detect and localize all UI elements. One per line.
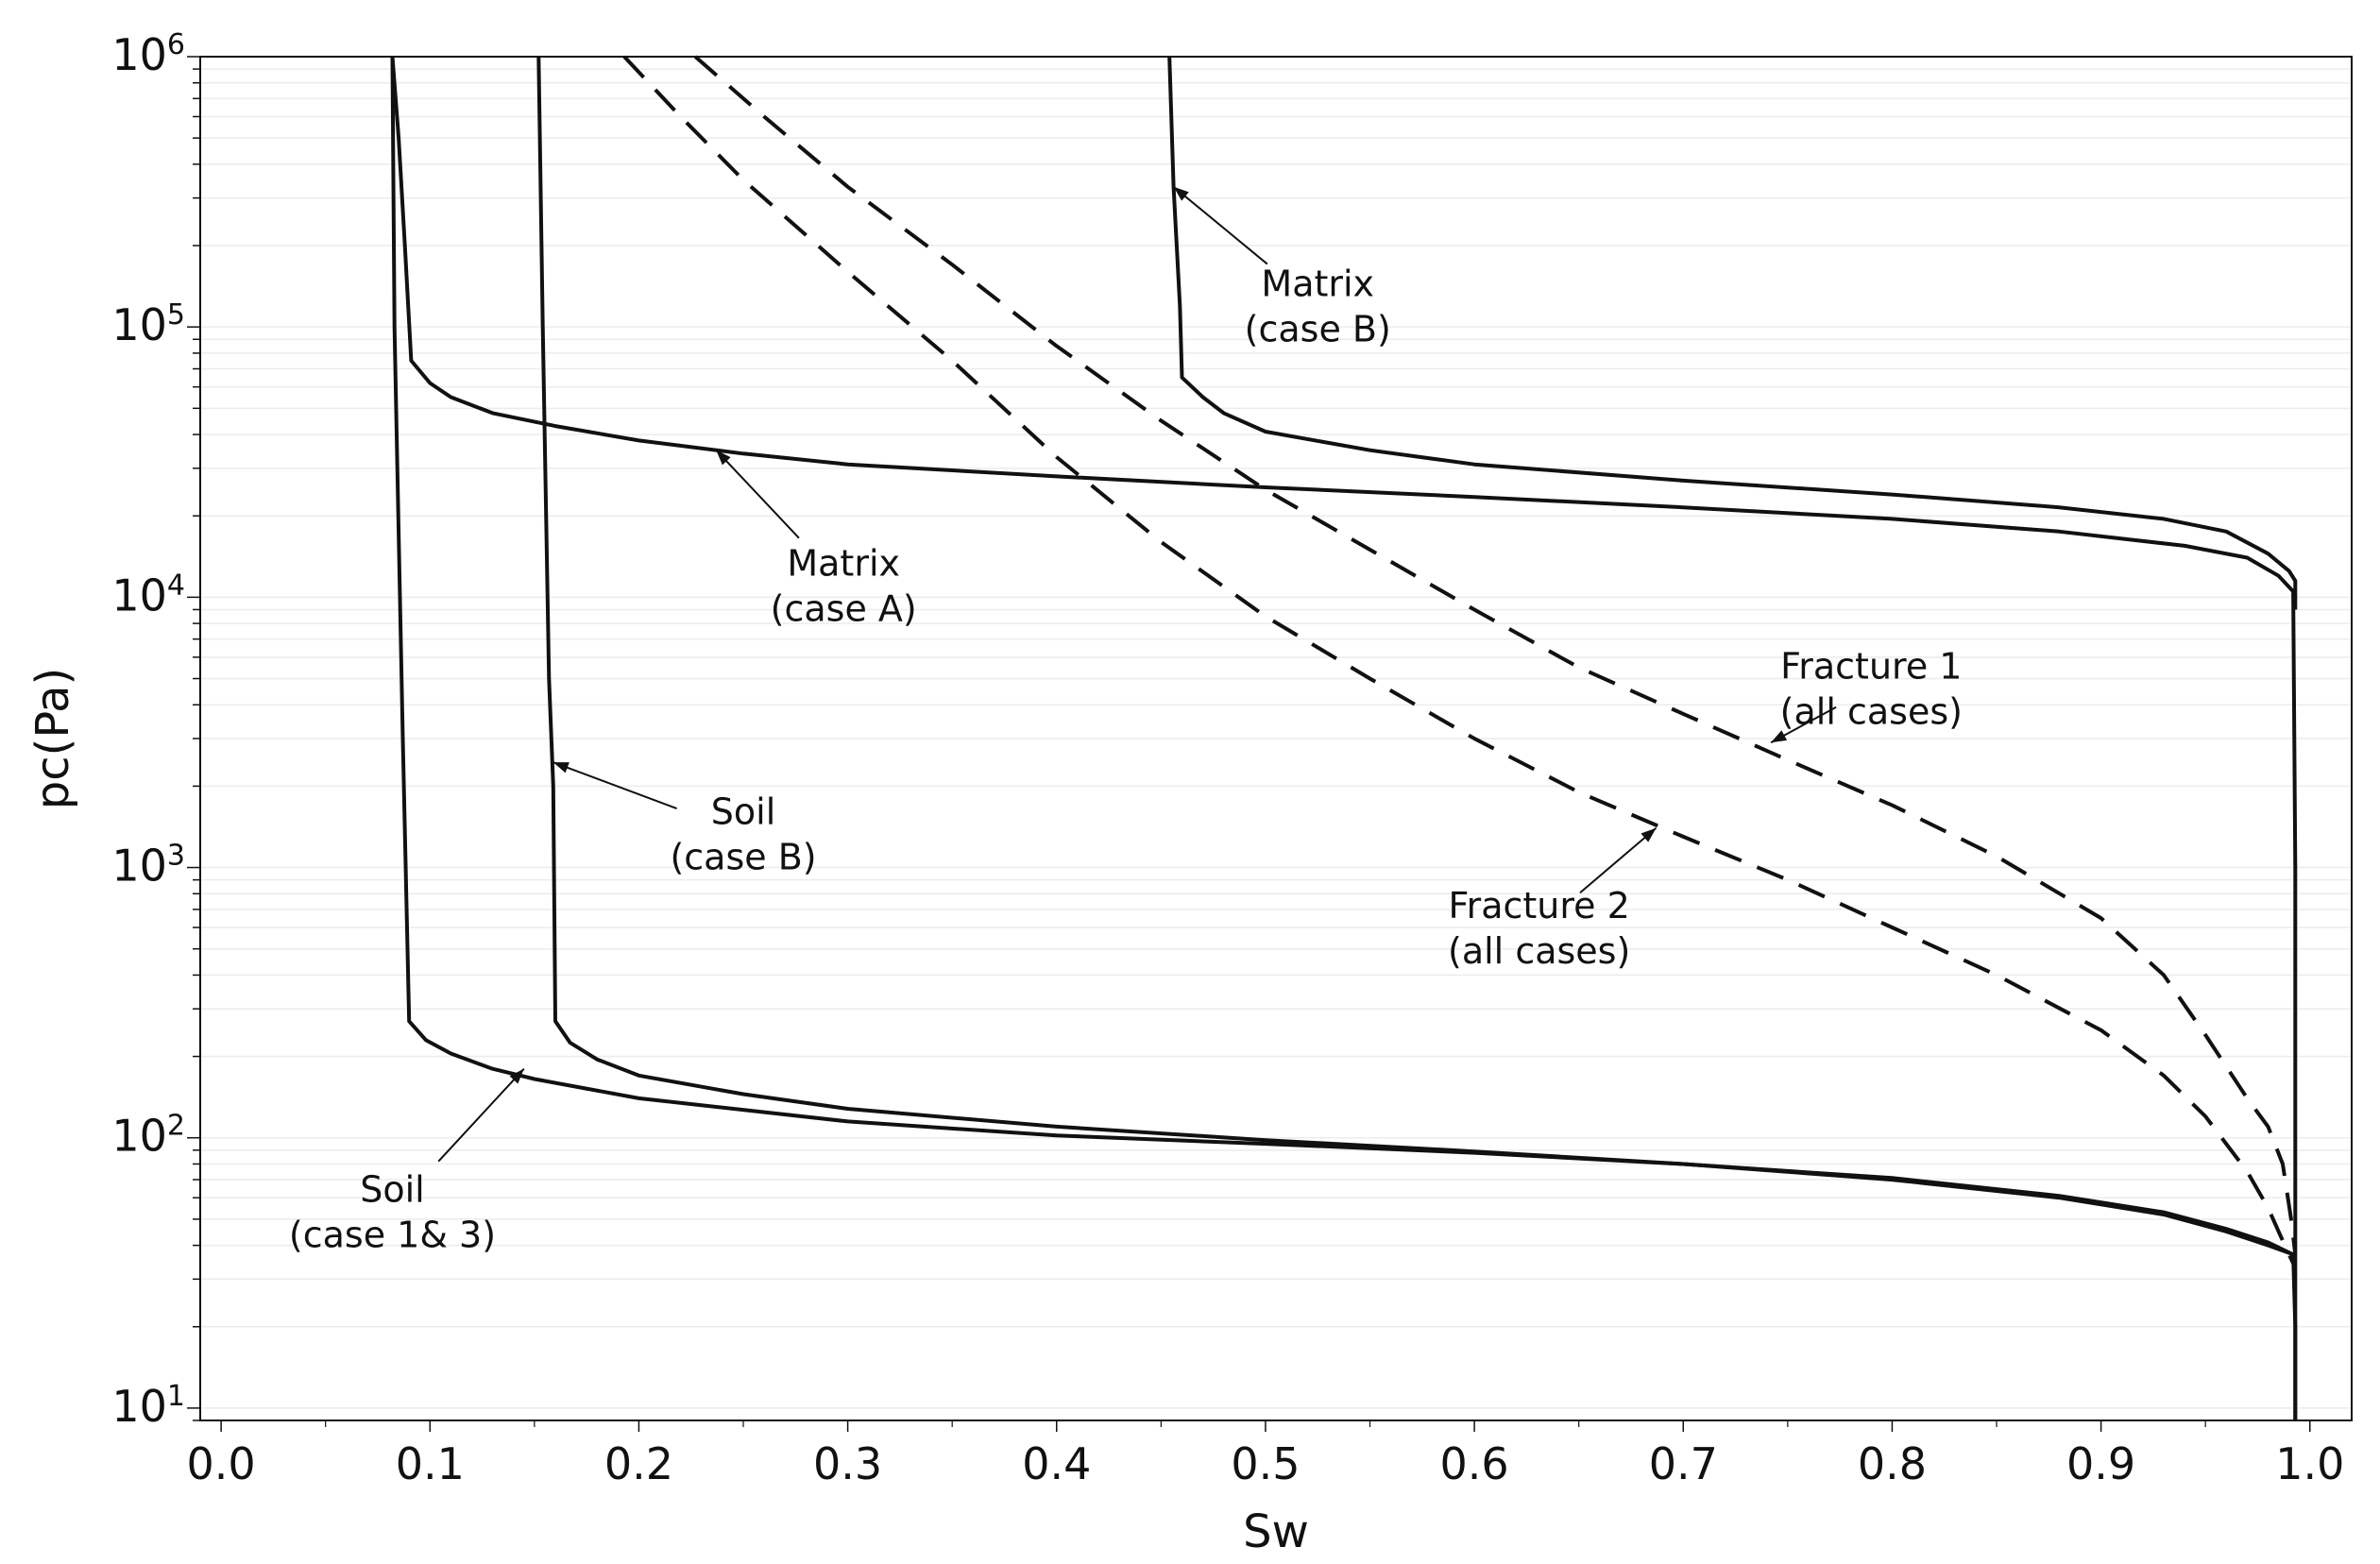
x-tick-label: 0.9: [2066, 1438, 2135, 1489]
annotation-arrowhead: [509, 1068, 524, 1084]
y-axis-label: pc(Pa): [26, 668, 79, 810]
x-tick-label: 0.3: [813, 1438, 882, 1489]
annotation-arrow: [437, 1067, 525, 1163]
annotation-arrowhead: [1771, 730, 1788, 743]
y-tick-label: 103: [111, 839, 185, 892]
annotation-arrow: [1579, 826, 1658, 893]
x-tick-label: 0.1: [396, 1438, 465, 1489]
series-line: [1167, 56, 2298, 610]
series-line: [390, 56, 2298, 1420]
annotation-arrowhead: [1640, 827, 1657, 842]
annotation-label: Soil (case B): [670, 790, 816, 877]
series-line: [693, 55, 2298, 1255]
y-tick-label: 104: [111, 569, 185, 621]
annotations: Matrix (case B) Matrix (case A) Fracture 1 (a…: [289, 186, 1963, 1255]
x-tick-label: 0.8: [1858, 1438, 1927, 1489]
x-tick-label: 0.7: [1649, 1438, 1718, 1489]
x-tick-label: 0.4: [1022, 1438, 1091, 1489]
x-tick-label: 0.5: [1231, 1438, 1300, 1489]
y-tick-label: 105: [111, 298, 185, 351]
annotation-label: Soil (case 1& 3): [289, 1168, 496, 1255]
x-tick-label: 0.6: [1440, 1438, 1509, 1489]
annotation-arrow: [715, 449, 800, 539]
annotation-label: Fracture 1 (all cases): [1780, 646, 1963, 733]
x-tick-label: 0.0: [187, 1438, 256, 1489]
y-tick-label: 106: [111, 28, 185, 81]
plot-frame: [199, 56, 2353, 1421]
y-tick-label: 101: [111, 1379, 185, 1432]
x-axis-label: Sw: [1243, 1505, 1309, 1558]
annotation-label: Matrix (case B): [1245, 264, 1391, 350]
annotation-arrowhead: [716, 450, 731, 466]
x-tick-label: 1.0: [2275, 1438, 2344, 1489]
annotation-arrow: [1172, 186, 1268, 265]
annotation-label: Fracture 2 (all cases): [1448, 885, 1630, 972]
series-line: [536, 56, 2294, 1257]
axis-ticks: 0.0 0.1 0.2 0.3 0.4 0.5 0.6 0.7 0.8 0.9 1.0 106 105 1…: [111, 28, 2344, 1490]
series-line: [390, 56, 2298, 1420]
data-series: [390, 55, 2298, 1420]
annotation-label: Matrix (case A): [771, 543, 917, 630]
x-tick-label: 0.2: [604, 1438, 673, 1489]
annotation-arrowhead: [552, 762, 570, 774]
series-line: [622, 55, 2298, 1269]
y-tick-label: 102: [111, 1109, 185, 1162]
annotation-arrowhead: [1173, 186, 1189, 201]
annotation-arrow: [552, 761, 677, 809]
